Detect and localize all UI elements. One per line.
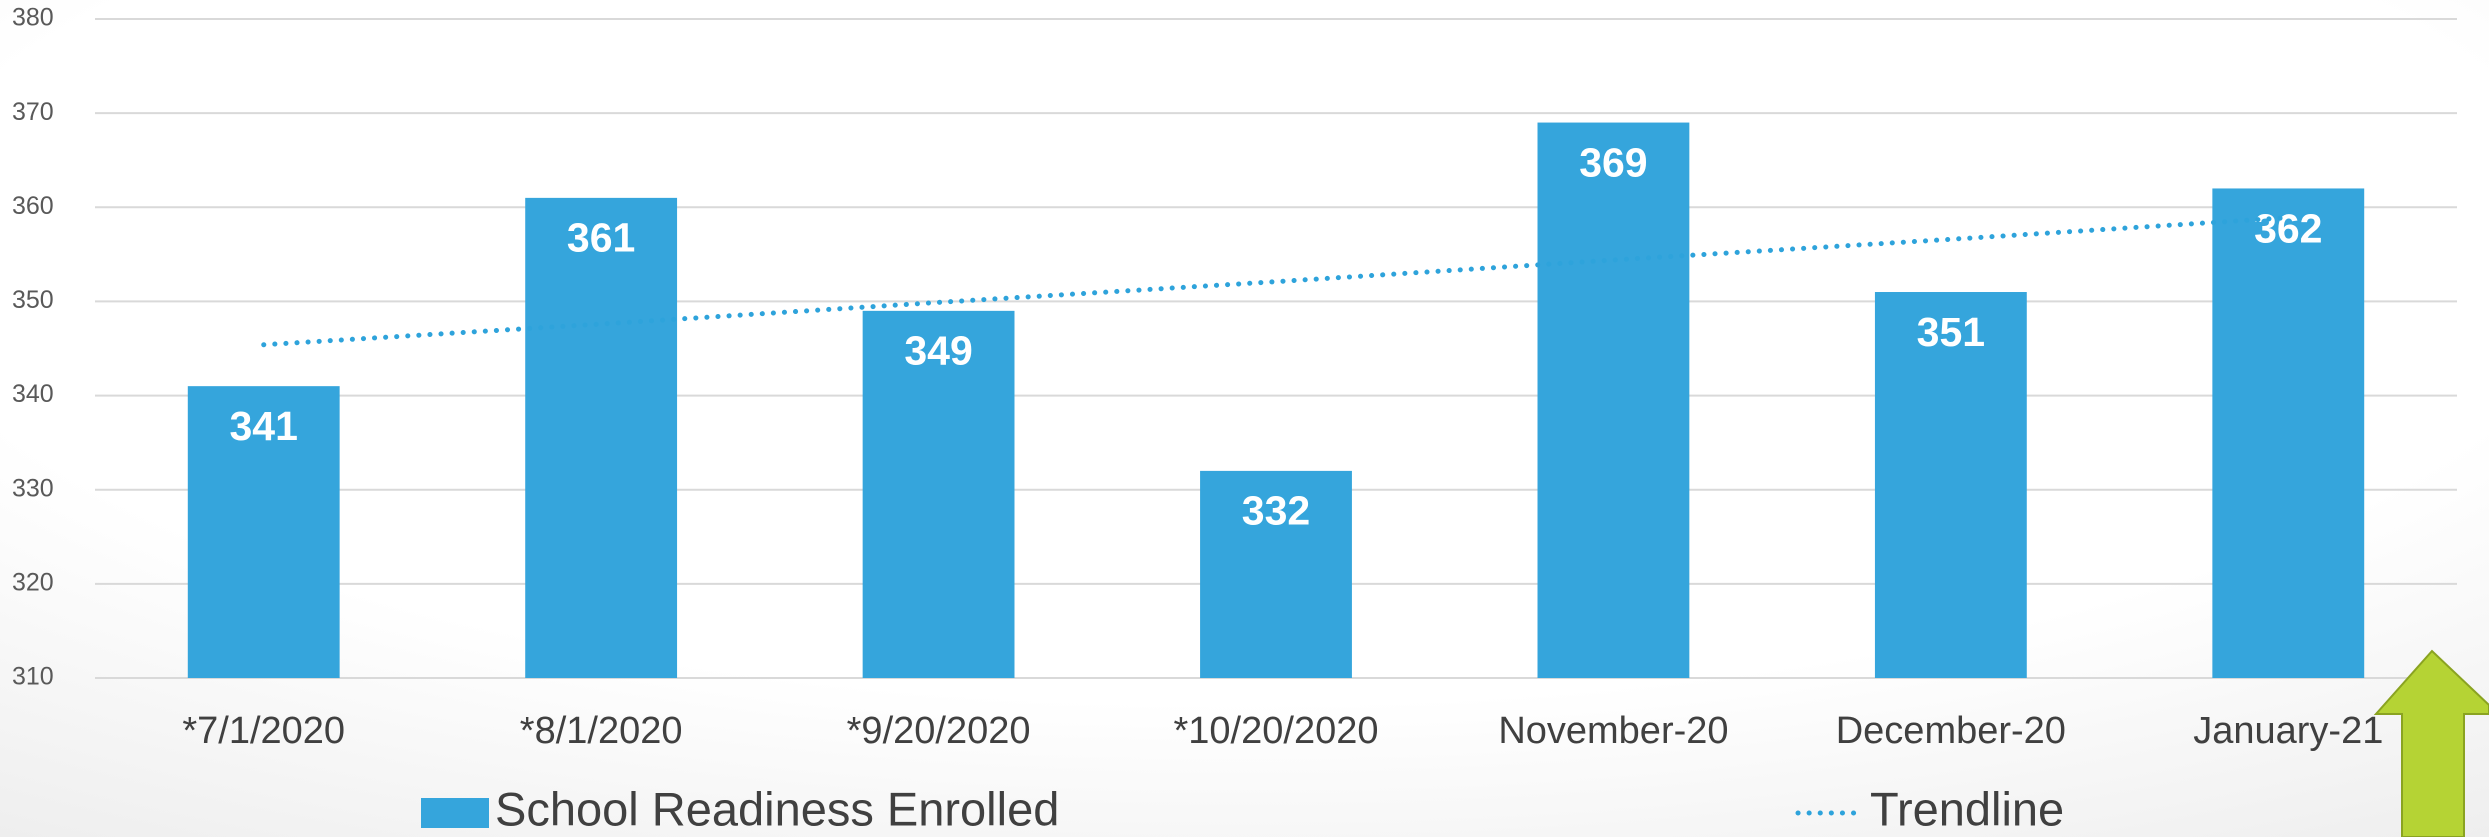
y-tick-label: 340	[12, 380, 54, 408]
bar	[2212, 188, 2365, 678]
legend-label: Trendline	[1870, 782, 2064, 835]
bar	[862, 310, 1015, 678]
bar	[525, 197, 678, 678]
y-tick-label: 350	[12, 286, 54, 314]
y-tick-label: 370	[12, 98, 54, 126]
data-label: 341	[230, 403, 298, 449]
y-tick-label: 360	[12, 192, 54, 220]
data-label: 361	[567, 215, 635, 261]
bar	[1537, 122, 1690, 679]
legend-label: School Readiness Enrolled	[495, 782, 1059, 835]
x-tick-label: December-20	[1836, 710, 2066, 752]
legend-swatch	[421, 798, 489, 828]
bar	[187, 386, 340, 678]
y-tick-label: 380	[12, 4, 54, 32]
x-tick-label: November-20	[1498, 710, 1728, 752]
y-tick-label: 320	[12, 568, 54, 596]
x-tick-label: *9/20/2020	[847, 710, 1031, 752]
y-tick-label: 330	[12, 474, 54, 502]
y-tick-label: 310	[12, 663, 54, 691]
x-tick-label: January-21	[2193, 710, 2383, 752]
data-label: 351	[1917, 309, 1985, 355]
x-tick-label: *10/20/2020	[1174, 710, 1379, 752]
arrow-icon	[2373, 649, 2489, 837]
plot-area: 310 320 330 340 350 360 370 380 *7/1/2020 *8/1/20…	[12, 4, 2457, 835]
x-tick-label: *7/1/2020	[182, 710, 345, 752]
bar	[1200, 470, 1352, 678]
data-label: 362	[2254, 205, 2322, 251]
data-label: 332	[1242, 488, 1310, 534]
data-label: 349	[904, 328, 972, 374]
data-label: 369	[1579, 139, 1647, 185]
bar	[1874, 292, 2027, 678]
x-tick-label: *8/1/2020	[520, 710, 683, 752]
